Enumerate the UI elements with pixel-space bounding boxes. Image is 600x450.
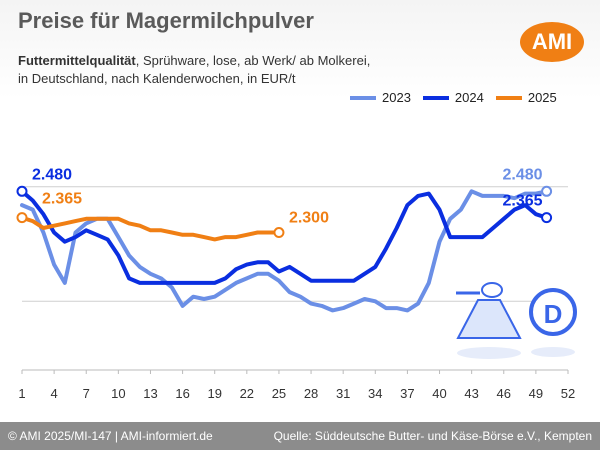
x-tick-label-16: 16: [175, 386, 189, 401]
data-label-2: 2.300: [289, 210, 329, 227]
x-tick-label-31: 31: [336, 386, 350, 401]
series-line-2023: [20, 189, 549, 313]
legend-item-2025: 2025: [495, 90, 557, 105]
data-label-1: 2.365: [42, 191, 82, 208]
line-chart: 1 4 7 10 13 16 19 22 25 28 31 34 37 40 43 46 49 52 2.480 2.…: [16, 166, 577, 401]
legend-item-2023: 2023: [350, 90, 411, 105]
x-tick-label-22: 22: [240, 386, 254, 401]
x-tick-label-19: 19: [207, 386, 221, 401]
x-tick-label-34: 34: [368, 386, 382, 401]
data-label-3: 2.480: [503, 166, 543, 183]
powder-illustration: D: [456, 282, 577, 359]
footer-bar: © AMI 2025/MI-147 | AMI-informiert.de Qu…: [0, 422, 600, 450]
end-marker-2024: [541, 212, 553, 224]
footer-copyright: © AMI 2025/MI-147 | AMI-informiert.de: [8, 429, 213, 443]
start-marker-2024: [16, 185, 28, 197]
data-label-4: 2.365: [503, 193, 543, 210]
legend-swatch-2023: [350, 95, 376, 100]
legend-item-2024: 2024: [422, 90, 484, 105]
x-tick-label-1: 1: [18, 386, 25, 401]
powder-scoop: [481, 282, 503, 298]
x-tick-label-25: 25: [272, 386, 286, 401]
country-badge-letter: D: [544, 299, 563, 329]
start-marker-2025: [16, 212, 28, 224]
country-badge-d-icon: [529, 288, 577, 336]
x-tick-label-4: 4: [51, 386, 58, 401]
country-badge-reflection: [531, 347, 575, 357]
footer-source: Quelle: Süddeutsche Butter- und Käse-Bör…: [273, 429, 592, 443]
x-tick-label-40: 40: [432, 386, 446, 401]
legend-label-2024: 2024: [454, 90, 484, 105]
x-tick-label-13: 13: [143, 386, 157, 401]
x-tick-label-46: 46: [497, 386, 511, 401]
legend-swatch-2025: [495, 95, 522, 100]
legend-label-2025: 2025: [527, 90, 557, 105]
subtitle-bold: Futtermittelqualität: [18, 53, 136, 68]
chart-legend: 2023 2024 2025: [350, 90, 557, 105]
x-tick-label-52: 52: [561, 386, 575, 401]
end-marker-2025: [273, 227, 285, 239]
ami-logo: AMI: [520, 22, 584, 62]
x-tick-label-7: 7: [83, 386, 90, 401]
series-line-2025: [20, 215, 281, 242]
x-tick-label-43: 43: [464, 386, 478, 401]
data-label-0: 2.480: [32, 166, 72, 183]
x-tick-label-49: 49: [529, 386, 543, 401]
x-tick-label-28: 28: [304, 386, 318, 401]
subtitle-rest: , Sprühware, lose, ab Werk/ ab Molkerei,: [135, 53, 371, 68]
chart-subtitle: Futtermittelqualität, Sprühware, lose, a…: [18, 52, 370, 88]
powder-pile: [456, 299, 522, 339]
legend-swatch-2024: [422, 95, 449, 100]
powder-reflection: [457, 347, 521, 359]
series-line-2024: [20, 189, 549, 285]
chart-title: Preise für Magermilchpulver: [18, 8, 314, 33]
end-marker-2023: [541, 185, 553, 197]
legend-label-2023: 2023: [382, 90, 411, 105]
x-tick-label-10: 10: [111, 386, 125, 401]
x-tick-label-37: 37: [400, 386, 414, 401]
subtitle-line2: in Deutschland, nach Kalenderwochen, in …: [18, 71, 296, 86]
